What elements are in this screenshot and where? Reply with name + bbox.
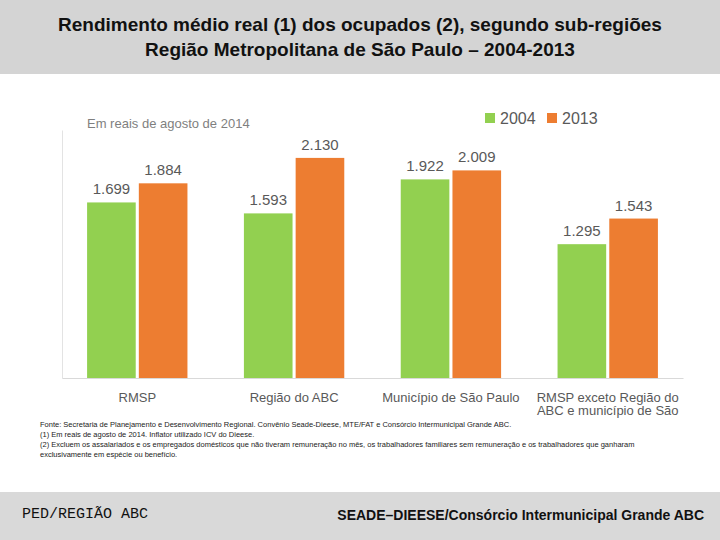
data-label: 1.593 [249,191,287,208]
bar [401,179,450,378]
bar [558,244,607,378]
y-axis-line [62,131,63,379]
legend-label: 2013 [562,110,598,127]
bar [296,158,345,378]
data-label: 1.922 [406,157,444,174]
x-tick-label: RMSP [118,390,156,405]
data-label: 1.699 [93,180,131,197]
data-label: 1.543 [615,197,653,214]
data-label: 1.884 [144,161,182,178]
legend-label: 2004 [500,110,536,127]
bar [87,202,136,378]
bar [244,213,293,378]
bar [139,183,188,378]
x-tick: RMSP exceto Região doABC e município de … [537,390,679,420]
x-tick-label: RMSP exceto Região doABC e município de … [537,390,679,420]
x-tick: RMSP [118,390,156,405]
notes: Fonte: Secretaria de Planejamento e Dese… [40,420,680,460]
bar [609,219,658,378]
x-tick-label: Região do ABC [250,390,339,405]
footnote: Fonte: Secretaria de Planejamento e Dese… [40,420,680,430]
footnote: (1) Em reais de agosto de 2014. Inflator… [40,430,680,440]
data-label: 2.009 [458,148,496,165]
x-axis: RMSP Região do ABC Município de São Paulo R… [63,379,684,421]
footer-left: PED/REGIÃO ABC [22,506,148,523]
header: Rendimento médio real (1) dos ocupados (… [0,0,720,74]
legend-swatch [547,113,557,123]
footer-right: SEADE–DIEESE/Consórcio Intermunicipal Gr… [337,507,704,523]
legend: 2004 2013 [485,110,598,127]
x-tick: Região do ABC [250,390,339,405]
footnote: (2) Excluem os assalariados e os emprega… [40,440,680,460]
legend-swatch [485,113,495,123]
footer: PED/REGIÃO ABC SEADE–DIEESE/Consórcio In… [0,492,720,540]
bar [452,170,501,378]
data-label: 2.130 [301,136,339,153]
title: Rendimento médio real (1) dos ocupados (… [58,12,662,37]
subtitle: Em reais de agosto de 2014 [87,116,250,131]
title: Região Metropolitana de São Paulo – 2004… [145,37,575,62]
chart: Em reais de agosto de 2014 1.699 1.593 1.92… [0,80,720,420]
x-tick: Município de São Paulo [382,390,519,405]
y-axis [62,131,63,379]
bars [87,158,658,378]
x-tick-label: Município de São Paulo [382,390,519,405]
data-labels: 1.699 1.593 1.922 1.295 1.884 2.130 2.009 1.543 [93,136,653,239]
data-label: 1.295 [563,222,601,239]
x-axis-line [63,378,684,379]
